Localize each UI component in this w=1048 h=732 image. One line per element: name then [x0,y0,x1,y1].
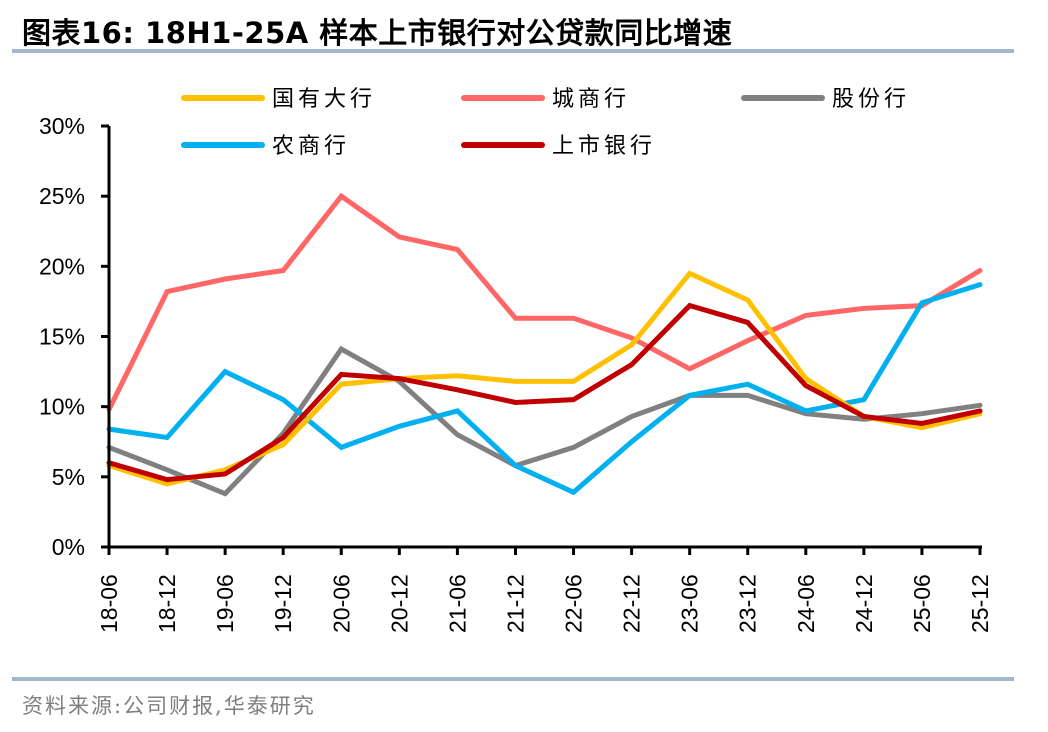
x-tick-label: 18-06 [96,574,122,633]
x-tick-label: 25-12 [967,574,993,633]
x-tick-label: 24-12 [851,574,877,633]
y-tick-label: 15% [39,324,85,350]
y-tick-label: 25% [39,183,85,209]
x-tick-label: 24-06 [793,574,819,633]
legend-label: 国有大行 [272,87,376,112]
legend-label: 城商行 [552,87,630,112]
legend-label: 股份行 [832,87,910,112]
legend-item: 城商行 [461,87,630,112]
x-tick-label: 23-12 [735,574,761,633]
x-tick-label: 21-06 [444,574,470,633]
source-divider [12,677,1014,681]
x-tick-label: 19-12 [270,574,296,633]
axes: 0% 5% 10% 15% 20% 25% 30% 18-06 18-12 19-06 19-12 2… [39,113,993,633]
series-line [106,282,983,496]
series-4 [106,302,983,483]
x-tick-label: 22-06 [561,574,587,633]
series-line [106,192,983,412]
title-divider [12,49,1014,53]
series-line [106,302,983,483]
series-line [106,345,983,497]
legend-item: 农商行 [181,134,350,159]
legend-label: 上市银行 [552,134,656,159]
x-tick-label: 21-12 [502,574,528,633]
y-tick-label: 20% [39,253,85,279]
legend-label: 农商行 [272,134,350,159]
y-tick-label: 5% [52,464,85,490]
series-layer [106,192,983,497]
x-tick-label: 23-06 [677,574,703,633]
legend-item: 股份行 [741,87,910,112]
series-1 [106,192,983,412]
x-tick-label: 18-12 [154,574,180,633]
y-tick-label: 30% [39,113,85,139]
source-note: 资料来源:公司财报,华泰研究 [22,694,316,718]
legend-item: 上市银行 [461,134,656,159]
y-tick-label: 10% [39,394,85,420]
x-tick-label: 19-06 [212,574,238,633]
chart-title: 图表16: 18H1-25A 样本上市银行对公贷款同比增速 [22,16,733,50]
series-3 [106,282,983,496]
x-tick-label: 20-12 [386,574,412,633]
x-tick-label: 20-06 [328,574,354,633]
legend-item: 国有大行 [181,87,376,112]
x-tick-label: 25-06 [909,574,935,633]
series-2 [106,345,983,497]
x-tick-label: 22-12 [619,574,645,633]
y-tick-label: 0% [52,534,85,560]
